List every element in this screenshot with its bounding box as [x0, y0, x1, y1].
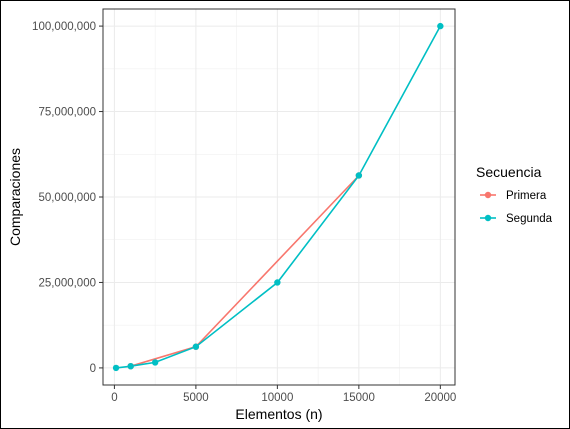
x-tick-label: 5000 — [183, 392, 209, 404]
legend-title: Secuencia — [476, 164, 542, 180]
data-point-segunda — [192, 343, 200, 350]
legend-key-point-segunda — [484, 214, 492, 222]
x-tick-label: 15000 — [343, 392, 375, 404]
x-axis: 0 5000 10000 15000 20000 — [111, 385, 456, 404]
y-tick-label: 75,000,000 — [38, 107, 96, 119]
y-tick-label: 50,000,000 — [38, 192, 96, 204]
data-point-segunda — [127, 363, 134, 370]
data-point-segunda — [355, 172, 363, 179]
data-point-segunda — [437, 22, 444, 30]
data-point-segunda — [274, 279, 281, 286]
x-axis-title: Elementos (n) — [235, 406, 322, 422]
x-tick-label: 20000 — [424, 392, 456, 404]
y-tick-label: 100,000,000 — [32, 21, 96, 33]
y-tick-label: 0 — [90, 363, 96, 375]
x-tick-label: 0 — [111, 392, 117, 404]
data-point-segunda — [151, 359, 159, 366]
legend: Secuencia Primera Segunda — [476, 164, 553, 225]
legend-key-point-primera — [484, 191, 492, 199]
legend-label-primera: Primera — [506, 190, 547, 202]
data-point-segunda — [112, 364, 120, 372]
y-axis: 0 25,000,000 50,000,000 75,000,000 100,000,0… — [32, 21, 103, 375]
legend-label-segunda: Segunda — [506, 213, 553, 225]
y-axis-title: Comparaciones — [7, 148, 23, 246]
x-tick-label: 10000 — [261, 392, 293, 404]
y-tick-label: 25,000,000 — [38, 277, 96, 289]
series-points — [112, 22, 444, 372]
